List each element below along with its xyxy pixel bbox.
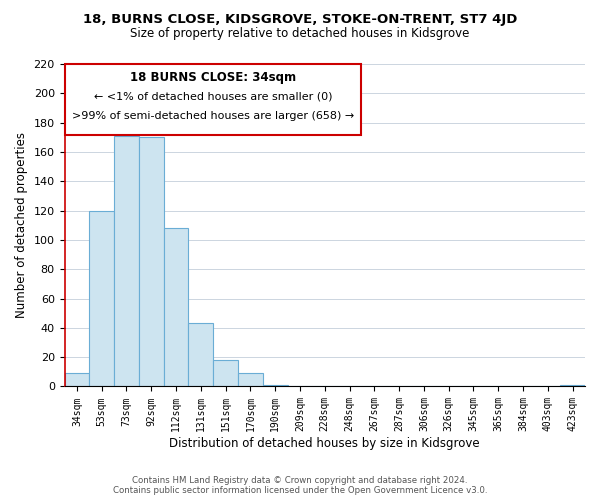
Text: 18 BURNS CLOSE: 34sqm: 18 BURNS CLOSE: 34sqm	[130, 71, 296, 84]
Bar	[89, 210, 114, 386]
Bar	[188, 324, 213, 386]
X-axis label: Distribution of detached houses by size in Kidsgrove: Distribution of detached houses by size …	[169, 437, 480, 450]
Bar	[213, 360, 238, 386]
Text: Contains HM Land Registry data © Crown copyright and database right 2024.
Contai: Contains HM Land Registry data © Crown c…	[113, 476, 487, 495]
Bar	[114, 136, 139, 386]
Text: >99% of semi-detached houses are larger (658) →: >99% of semi-detached houses are larger …	[72, 111, 354, 121]
Y-axis label: Number of detached properties: Number of detached properties	[15, 132, 28, 318]
Bar	[164, 228, 188, 386]
Text: Size of property relative to detached houses in Kidsgrove: Size of property relative to detached ho…	[130, 28, 470, 40]
Text: 18, BURNS CLOSE, KIDSGROVE, STOKE-ON-TRENT, ST7 4JD: 18, BURNS CLOSE, KIDSGROVE, STOKE-ON-TRE…	[83, 12, 517, 26]
FancyBboxPatch shape	[65, 64, 361, 135]
Bar	[139, 138, 164, 386]
Bar	[238, 374, 263, 386]
Bar	[263, 385, 287, 386]
Bar	[560, 385, 585, 386]
Text: ← <1% of detached houses are smaller (0): ← <1% of detached houses are smaller (0)	[94, 92, 332, 102]
Bar	[65, 374, 89, 386]
